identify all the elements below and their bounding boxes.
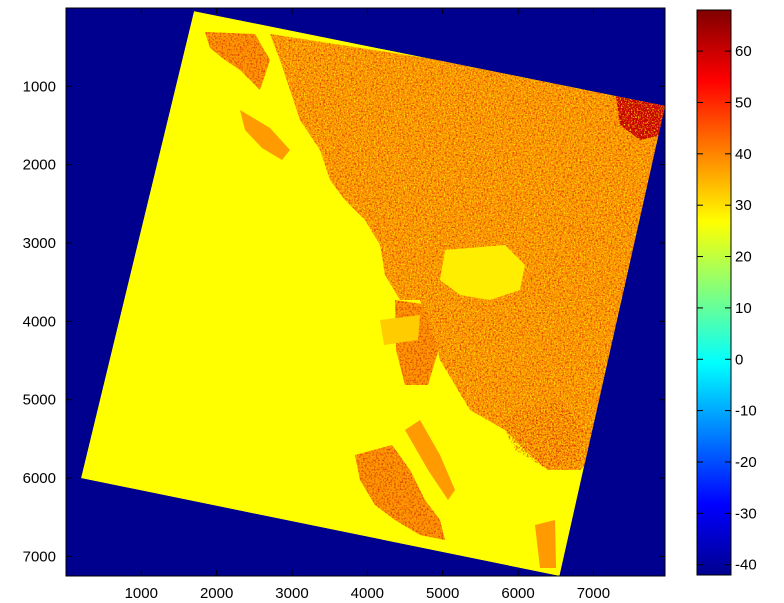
x-axis: 1000 2000 3000 4000 5000 6000 7000 [125, 8, 610, 602]
image-footprint [81, 11, 665, 577]
southeast-strip [535, 520, 556, 568]
colorbar-tick-label: -10 [735, 403, 757, 420]
x-tick-label: 3000 [275, 585, 308, 602]
x-tick-label: 5000 [426, 585, 459, 602]
x-tick-label: 7000 [577, 585, 610, 602]
x-tick-label: 4000 [351, 585, 384, 602]
southern-texture [355, 445, 445, 540]
y-tick-label: 3000 [23, 235, 56, 252]
land-highlights [270, 34, 665, 470]
colorbar-tick-label: 60 [735, 43, 752, 60]
colorbar-ticks: -40 -30 -20 -10 0 10 20 30 40 50 60 [697, 43, 757, 574]
x-tick-label: 1000 [125, 585, 158, 602]
colorbar-tick-label: -40 [735, 557, 757, 574]
plot-axes: 1000 2000 3000 4000 5000 6000 7000 1000 2000 300… [23, 7, 666, 602]
colorbar: -40 -30 -20 -10 0 10 20 30 40 50 60 [696, 9, 757, 576]
colorbar-tick-label: 30 [735, 197, 752, 214]
x-tick-label: 2000 [200, 585, 233, 602]
colorbar-tick-label: 50 [735, 94, 752, 111]
y-tick-label: 7000 [23, 548, 56, 565]
colorbar-gradient [696, 9, 732, 576]
southern-strip [405, 420, 455, 500]
colorbar-tick-label: 40 [735, 146, 752, 163]
plot-frame [65, 7, 666, 577]
colorbar-tick-label: 10 [735, 300, 752, 317]
y-tick-label: 6000 [23, 470, 56, 487]
colorbar-tick-label: 20 [735, 249, 752, 266]
islands-northwest [240, 110, 290, 160]
y-tick-label: 5000 [23, 392, 56, 409]
y-tick-label: 2000 [23, 157, 56, 174]
y-tick-label: 1000 [23, 78, 56, 95]
x-tick-label: 6000 [501, 585, 534, 602]
y-axis: 1000 2000 3000 4000 5000 6000 7000 [23, 78, 665, 565]
y-tick-label: 4000 [23, 313, 56, 330]
colorbar-tick-label: -20 [735, 454, 757, 471]
central-plain [380, 315, 420, 345]
colorbar-tick-label: 0 [735, 351, 743, 368]
colorbar-tick-label: -30 [735, 505, 757, 522]
northwest-texture [205, 32, 270, 90]
